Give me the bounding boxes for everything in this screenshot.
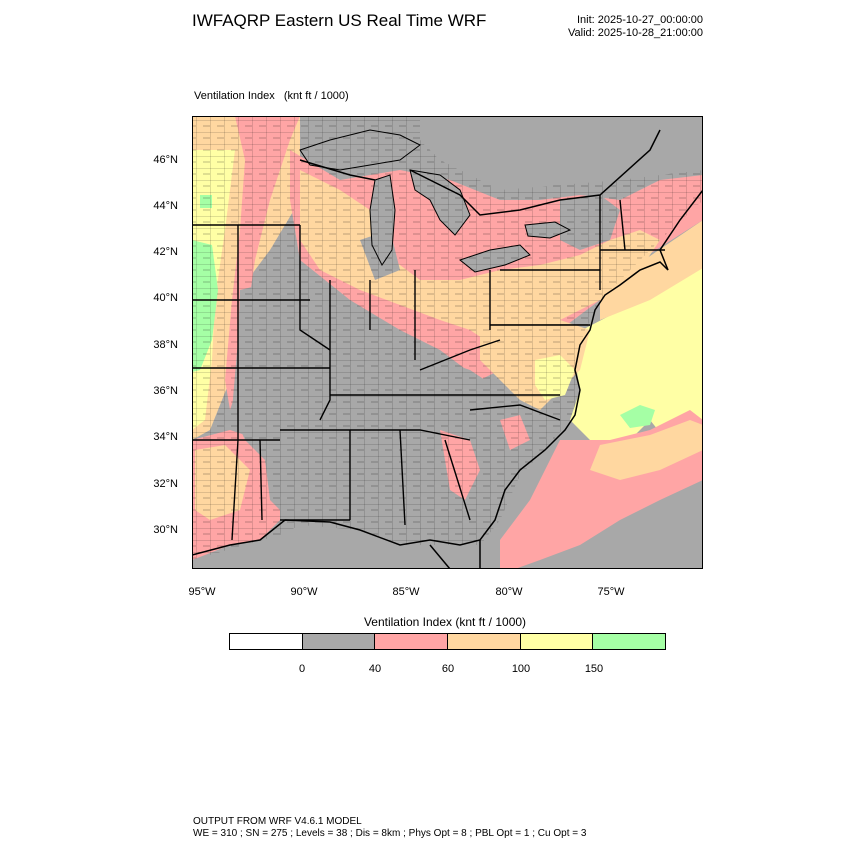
lon-label: 75°W	[597, 586, 625, 598]
field-subtitle: Ventilation Index (knt ft / 1000)	[194, 90, 349, 102]
atlantic-green	[620, 405, 655, 428]
colorbar-swatch	[448, 634, 521, 649]
colorbar-label: 150	[584, 663, 604, 675]
time-info: Init: 2025-10-27_00:00:00 Valid: 2025-10…	[568, 14, 703, 40]
valid-time: Valid: 2025-10-28_21:00:00	[568, 27, 703, 39]
lon-label: 95°W	[188, 586, 216, 598]
colorbar	[229, 633, 666, 650]
lat-label: 30°N	[153, 524, 178, 536]
lon-label: 80°W	[495, 586, 523, 598]
canada-border	[299, 129, 661, 216]
colorbar-label: 100	[511, 663, 531, 675]
colorbar-swatch	[230, 634, 303, 649]
lat-label: 42°N	[153, 246, 178, 258]
lat-label: 34°N	[153, 431, 178, 443]
colorbar-label: 0	[298, 663, 306, 675]
atlantic-yellow	[570, 260, 703, 455]
ventilation-map	[192, 116, 703, 569]
page-title: IWFAQRP Eastern US Real Time WRF	[192, 11, 487, 30]
coastline	[192, 189, 703, 556]
footer-line: OUTPUT FROM WRF V4.6.1 MODEL	[193, 816, 362, 827]
lat-label: 36°N	[153, 385, 178, 397]
init-time: Init: 2025-10-27_00:00:00	[577, 14, 703, 26]
colorbar-swatch	[593, 634, 666, 649]
lon-label: 85°W	[392, 586, 420, 598]
colorbar-swatch	[520, 634, 594, 649]
colorbar-label: 60	[441, 663, 455, 675]
atlantic-orange-2	[590, 420, 703, 480]
lon-label: 90°W	[290, 586, 318, 598]
lat-label: 40°N	[153, 292, 178, 304]
county-grid	[192, 116, 703, 560]
colorbar-swatch	[302, 634, 376, 649]
florida-coast	[429, 540, 481, 569]
colorbar-label: 40	[368, 663, 382, 675]
lat-label: 46°N	[153, 154, 178, 166]
colorbar-swatch	[375, 634, 449, 649]
colorbar-title: Ventilation Index (knt ft / 1000)	[363, 615, 527, 629]
footer-line: WE = 310 ; SN = 275 ; Levels = 38 ; Dis …	[193, 828, 587, 839]
lat-label: 38°N	[153, 339, 178, 351]
model-footer: OUTPUT FROM WRF V4.6.1 MODEL WE = 310 ; …	[193, 816, 586, 840]
map-frame	[192, 116, 703, 569]
lat-label: 32°N	[153, 478, 178, 490]
lat-label: 44°N	[153, 200, 178, 212]
atlantic-orange	[600, 220, 703, 320]
canada-gray	[420, 116, 703, 190]
state-borders	[192, 195, 665, 541]
